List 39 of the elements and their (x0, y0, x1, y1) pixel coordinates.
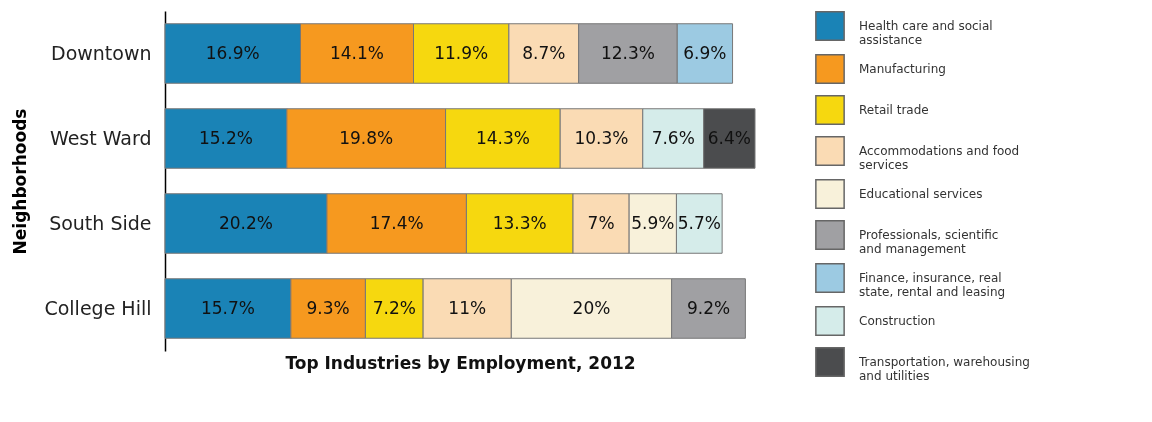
y-tick-label: Downtown (51, 41, 152, 64)
legend-label: Accommodations and food services (859, 144, 1020, 172)
legend-label: Manufacturing (859, 62, 946, 76)
data-label: 5.7% (677, 212, 721, 233)
y-tick-label: West Ward (49, 126, 152, 149)
legend-label: Retail trade (859, 103, 929, 117)
y-axis-title: Neighborhoods (10, 108, 31, 255)
data-label: 11.9% (434, 42, 489, 63)
data-label: 7% (587, 212, 615, 233)
data-label: 16.9% (205, 42, 260, 63)
x-axis-title: Top Industries by Employment, 2012 (285, 352, 636, 373)
data-label: 9.3% (306, 297, 350, 318)
data-label: 9.2% (686, 297, 731, 318)
data-label: 10.3% (574, 127, 629, 148)
data-label: 14.1% (329, 42, 384, 63)
data-label: 15.2% (198, 127, 253, 148)
data-label: 7.6% (651, 127, 695, 148)
legend-label: Educational services (859, 187, 983, 201)
legend-label: Finance, insurance, real state, rental and leasing (859, 271, 1006, 299)
data-label: 6.9% (683, 42, 727, 63)
y-tick-label: College Hill (44, 296, 152, 319)
legend-label: Professionals, scientific and management (859, 228, 999, 256)
data-label: 8.7% (522, 42, 566, 63)
data-label: 5.9% (631, 212, 675, 233)
data-label: 13.3% (492, 212, 547, 233)
data-label: 17.4% (369, 212, 424, 233)
data-label: 19.8% (339, 127, 394, 148)
data-label: 6.4% (707, 127, 751, 148)
data-label: 12.3% (600, 42, 655, 63)
legend-label: Health care and social assistance (859, 19, 993, 47)
data-label: 7.2% (372, 297, 416, 318)
data-label: 20.2% (218, 212, 273, 233)
data-label: 14.3% (475, 127, 530, 148)
legend-label: Transportation, warehousing and utilities (858, 355, 1030, 383)
data-label: 20% (572, 297, 611, 318)
y-tick-label: South Side (49, 211, 152, 234)
data-label: 11% (448, 297, 487, 318)
legend-label: Construction (859, 314, 936, 328)
data-label: 15.7% (200, 297, 255, 318)
